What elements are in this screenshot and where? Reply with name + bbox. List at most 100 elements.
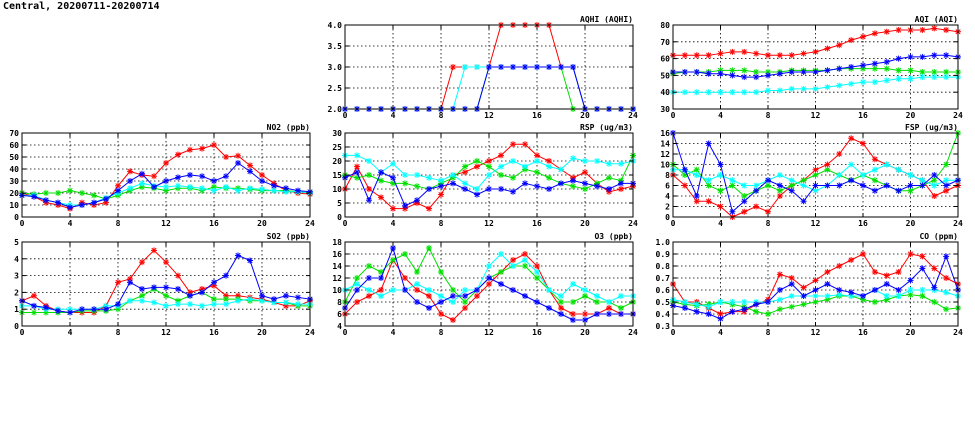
y-tick-label: 0 [337, 213, 342, 222]
y-tick-label: 3.0 [328, 63, 343, 72]
point-cyan-4 [717, 89, 724, 96]
point-green-6 [414, 269, 420, 275]
point-red-12 [812, 277, 819, 284]
point-cyan-10 [139, 297, 145, 304]
series-cyan [342, 251, 636, 305]
point-blue-13 [824, 182, 831, 189]
chart-aqi: 0 4 8 12 16 20 24 30 40 50 60 70 80 AQI (AQI) [660, 15, 963, 120]
point-red-7 [426, 293, 432, 299]
point-red-20 [907, 27, 914, 34]
point-green-3 [378, 177, 384, 184]
point-cyan-5 [729, 177, 736, 184]
point-red-11 [800, 284, 807, 291]
point-blue-4 [717, 315, 724, 322]
point-green-2 [366, 263, 372, 269]
x-tick-label: 12 [484, 111, 494, 120]
y-tick-label: 12 [332, 274, 342, 283]
x-tick-label: 20 [257, 219, 267, 228]
y-tick-label: 30 [660, 105, 670, 114]
point-red-11 [151, 173, 157, 180]
point-red-2 [693, 198, 700, 205]
x-tick-label: 20 [257, 328, 267, 337]
point-cyan-20 [907, 75, 914, 82]
point-green-21 [919, 293, 926, 299]
point-blue-12 [163, 284, 169, 291]
point-green-17 [223, 296, 229, 303]
point-cyan-11 [474, 64, 480, 70]
y-tick-label: 50 [660, 71, 670, 80]
point-red-14 [836, 263, 843, 269]
point-blue-2 [366, 197, 372, 204]
point-cyan-20 [907, 172, 914, 178]
x-tick-label: 0 [20, 328, 25, 337]
point-green-18 [558, 299, 564, 305]
point-cyan-7 [753, 89, 760, 96]
point-cyan-22 [931, 182, 938, 189]
point-red-18 [558, 305, 564, 311]
point-green-16 [211, 296, 217, 303]
point-red-18 [235, 152, 241, 159]
point-cyan-12 [486, 263, 492, 269]
point-blue-5 [729, 208, 736, 215]
point-cyan-13 [824, 293, 831, 299]
point-blue-14 [510, 287, 516, 293]
point-red-10 [139, 259, 145, 266]
point-cyan-15 [522, 257, 528, 263]
point-cyan-16 [860, 172, 866, 178]
point-cyan-8 [765, 87, 771, 94]
point-red-15 [848, 37, 855, 44]
point-green-11 [800, 301, 807, 308]
point-cyan-19 [570, 155, 576, 162]
point-blue-22 [283, 185, 289, 192]
point-blue-9 [776, 70, 783, 77]
y-tick-label: 16 [660, 129, 670, 138]
point-blue-3 [378, 169, 384, 176]
point-green-8 [765, 311, 771, 317]
point-cyan-2 [693, 301, 700, 308]
y-tick-label: 3.5 [328, 42, 343, 51]
point-cyan-9 [450, 299, 456, 305]
point-green-20 [907, 187, 914, 194]
point-cyan-8 [438, 293, 444, 299]
point-blue-3 [55, 199, 61, 206]
point-red-9 [776, 193, 783, 199]
point-green-23 [943, 69, 950, 76]
point-blue-22 [606, 186, 612, 192]
point-cyan-1 [354, 281, 360, 287]
point-red-10 [788, 275, 795, 281]
point-cyan-20 [259, 186, 265, 193]
gridlines [22, 242, 310, 326]
point-green-12 [163, 292, 169, 299]
point-blue-17 [546, 186, 552, 192]
point-red-15 [522, 141, 528, 148]
point-red-7 [753, 203, 760, 210]
point-red-8 [438, 191, 444, 198]
point-cyan-15 [199, 302, 205, 309]
point-green-18 [883, 65, 890, 72]
point-cyan-2 [693, 172, 700, 178]
x-tick-label: 8 [116, 219, 121, 228]
point-blue-17 [871, 287, 878, 293]
point-blue-14 [187, 172, 193, 178]
point-red-16 [860, 140, 866, 147]
y-tick-label: 2.5 [328, 84, 343, 93]
point-cyan-23 [295, 301, 301, 308]
point-cyan-10 [788, 177, 795, 184]
x-tick-label: 16 [858, 111, 868, 120]
point-blue-19 [570, 317, 576, 323]
point-green-23 [618, 305, 624, 311]
point-blue-4 [717, 161, 724, 168]
point-red-4 [717, 50, 724, 57]
point-cyan-16 [534, 158, 540, 164]
y-tick-label: 8 [337, 298, 342, 307]
point-cyan-11 [800, 85, 807, 92]
point-blue-13 [824, 281, 831, 287]
point-blue-1 [31, 193, 37, 200]
point-red-23 [618, 186, 624, 192]
point-cyan-6 [741, 89, 748, 96]
point-cyan-14 [836, 172, 843, 178]
point-blue-23 [295, 294, 301, 301]
point-red-15 [522, 251, 528, 257]
point-cyan-19 [247, 296, 253, 303]
